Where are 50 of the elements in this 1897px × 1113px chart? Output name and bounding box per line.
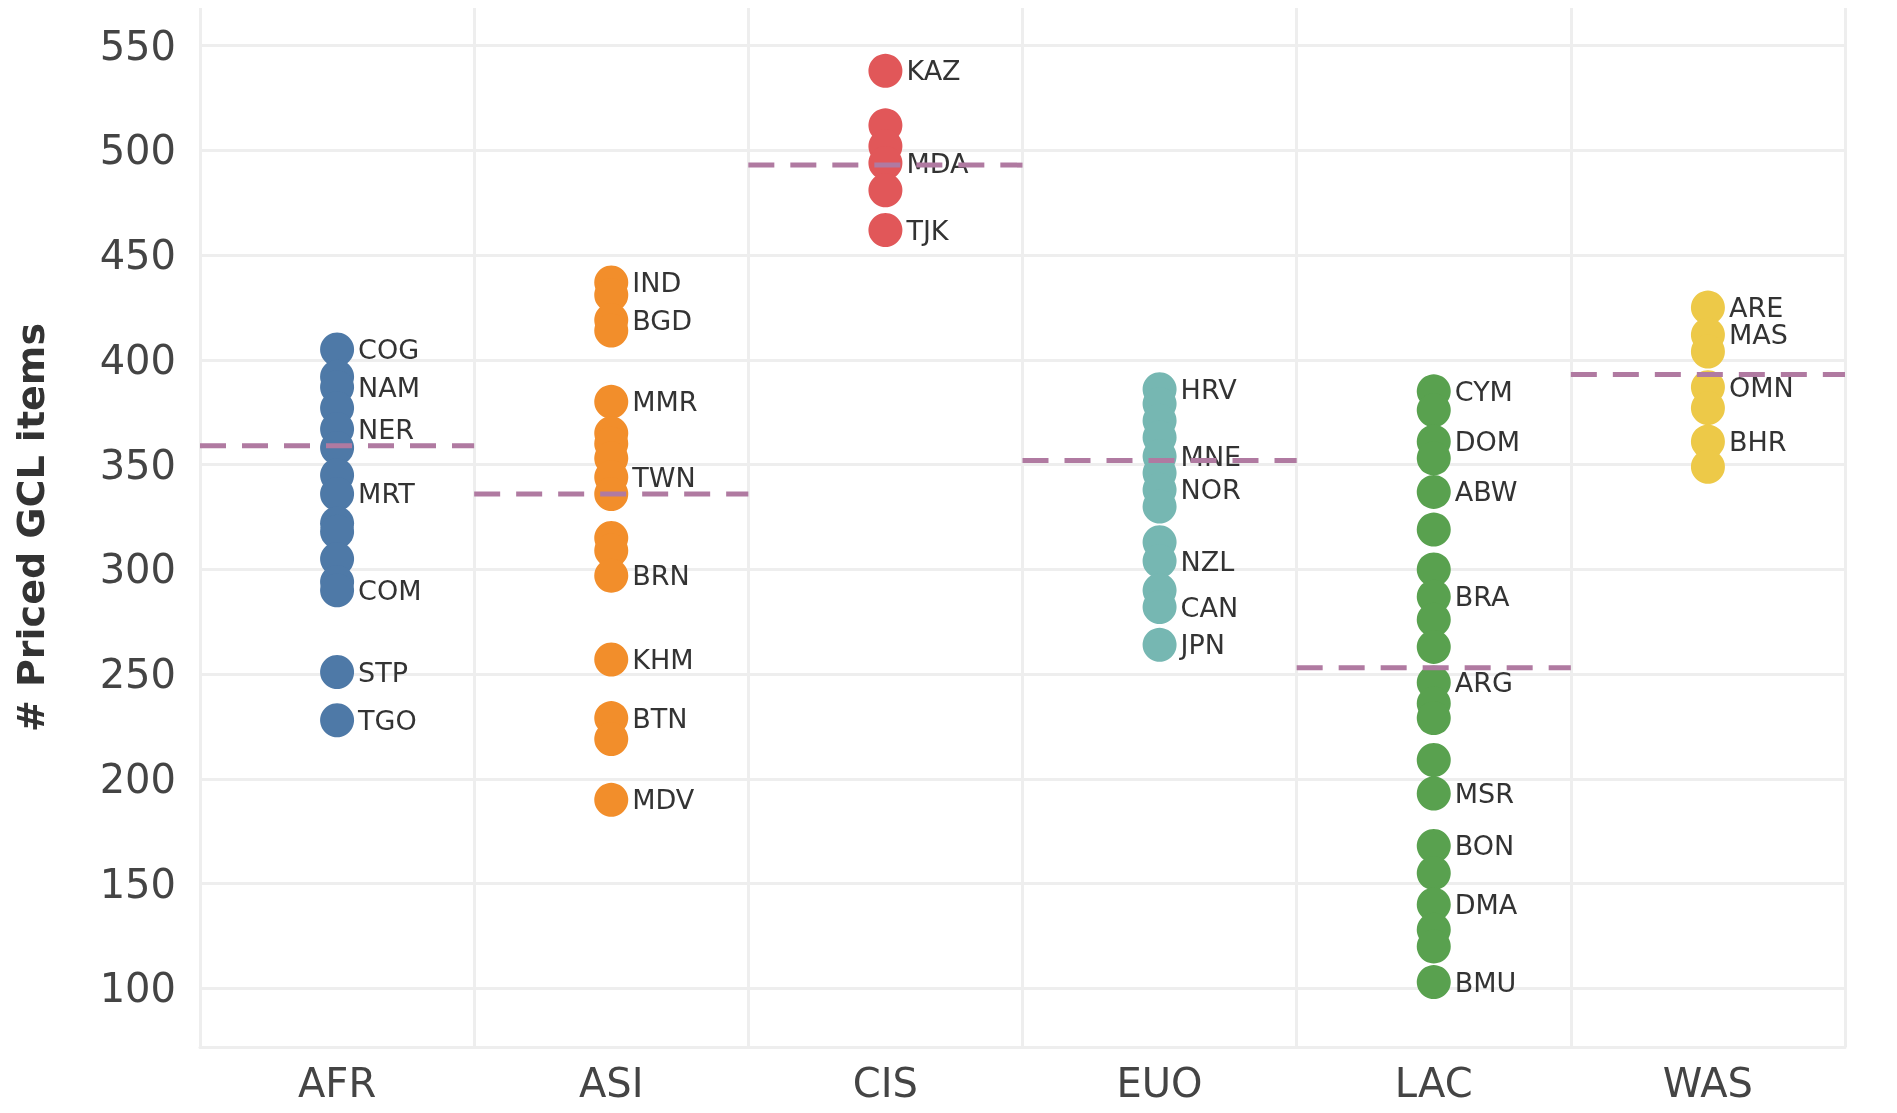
x-tick-label: LAC <box>1394 1060 1473 1106</box>
data-label: BGD <box>632 304 693 336</box>
data-label: NER <box>358 413 415 445</box>
y-tick-label: 100 <box>99 965 176 1012</box>
x-tick-label: CIS <box>852 1060 918 1106</box>
data-label: BRA <box>1454 581 1510 613</box>
data-label: NOR <box>1180 474 1241 506</box>
data-label: NZL <box>1180 545 1235 577</box>
data-label: JPN <box>1178 629 1226 661</box>
data-label: KHM <box>632 643 694 675</box>
data-label: HRV <box>1180 373 1238 405</box>
data-label: MDV <box>632 784 695 816</box>
data-label: BMU <box>1454 966 1517 998</box>
data-label: MRT <box>358 478 416 510</box>
data-label: BTN <box>632 702 688 734</box>
data-label: MSR <box>1454 778 1514 810</box>
y-axis-title: # Priced GCL items <box>9 322 53 733</box>
data-label: DMA <box>1454 889 1518 921</box>
y-tick-label: 300 <box>99 546 176 593</box>
y-tick-label: 200 <box>99 755 176 802</box>
y-tick-label: 450 <box>99 232 176 279</box>
y-tick-label: 350 <box>99 441 176 488</box>
data-label: KAZ <box>906 55 961 87</box>
data-label: DOM <box>1454 426 1521 458</box>
data-label: STP <box>358 656 409 688</box>
data-label: TGO <box>357 704 417 736</box>
x-tick-label: WAS <box>1662 1060 1753 1106</box>
data-label: COG <box>358 333 420 365</box>
x-tick-label: EUO <box>1116 1060 1203 1106</box>
data-label: BHR <box>1728 426 1787 458</box>
x-tick-label: ASI <box>578 1060 644 1106</box>
y-tick-label: 500 <box>99 127 176 174</box>
y-tick-label: 150 <box>99 860 176 907</box>
y-tick-label: 550 <box>99 22 176 69</box>
data-label: OMN <box>1728 371 1794 403</box>
data-label: ABW <box>1454 476 1518 508</box>
data-label: ARG <box>1454 667 1513 699</box>
y-tick-label: 250 <box>99 651 176 698</box>
data-label: BON <box>1454 830 1515 862</box>
data-label: IND <box>632 266 682 298</box>
data-label: NAM <box>358 371 421 403</box>
data-label: CAN <box>1180 591 1239 623</box>
data-label: COM <box>358 574 422 606</box>
data-label: TWN <box>631 461 696 493</box>
x-tick-label: AFR <box>298 1060 377 1106</box>
data-label: BRN <box>632 560 690 592</box>
data-label: TJK <box>905 214 950 246</box>
data-label: MMR <box>632 386 698 418</box>
y-tick-label: 400 <box>99 336 176 383</box>
data-label: CYM <box>1454 375 1513 407</box>
